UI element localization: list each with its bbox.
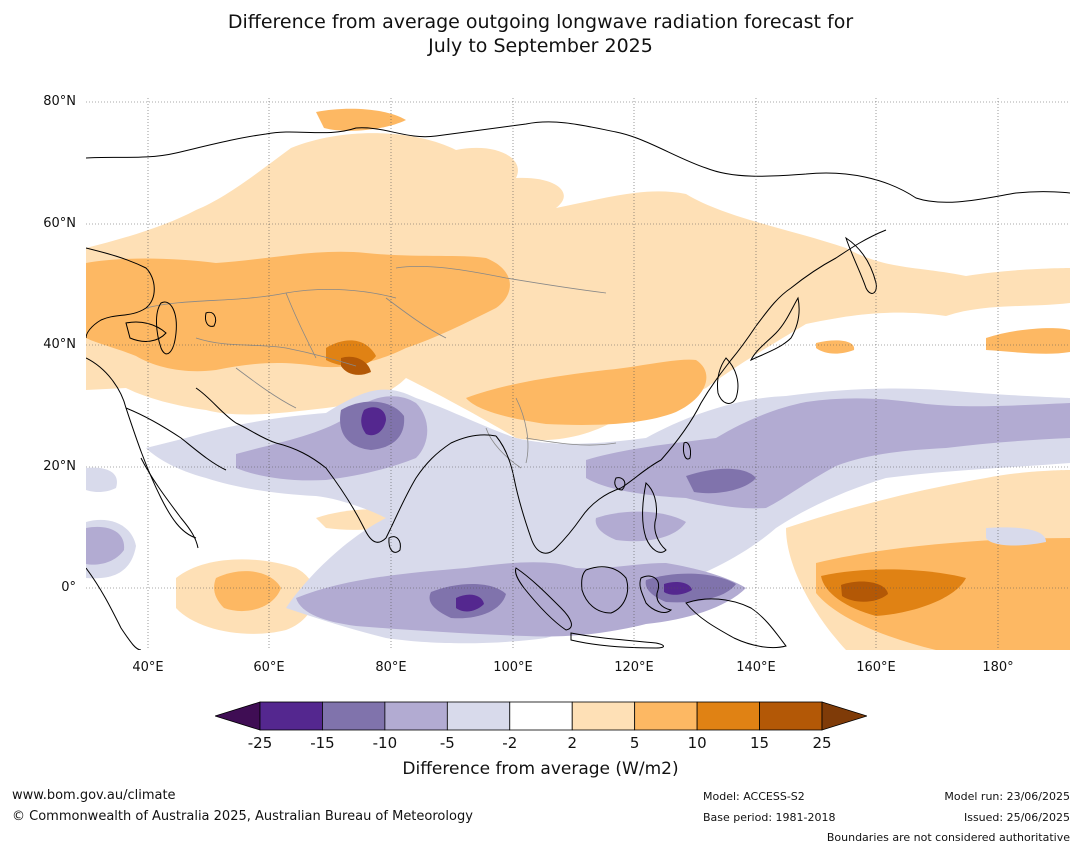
colorbar-tick-label: -2 (502, 734, 518, 752)
colorbar-segment (759, 701, 823, 731)
olr-anomaly-map (86, 98, 1070, 650)
lon-label-100e: 100°E (493, 660, 533, 675)
colorbar-tick-label: -25 (247, 734, 273, 752)
colorbar-segment (384, 701, 448, 731)
colorbar-segment (259, 701, 323, 731)
colorbar-segment (509, 701, 573, 731)
map-title: Difference from average outgoing longwav… (0, 10, 1081, 58)
country-boundaries (145, 265, 617, 469)
title-line-1: Difference from average outgoing longwav… (227, 11, 854, 33)
colorbar-segment (322, 701, 386, 731)
website-text: www.bom.gov.au/climate (12, 788, 176, 803)
base-period-text: Base period: 1981-2018 (703, 811, 836, 824)
lat-label-40n: 40°N (43, 337, 76, 352)
lon-label-180: 180° (982, 660, 1014, 675)
anomaly-10-to-15 (326, 340, 966, 616)
lat-label-80n: 80°N (43, 94, 76, 109)
disclaimer-text: Boundaries are not considered authoritat… (826, 831, 1070, 844)
colorbar-tick-label: 2 (567, 734, 577, 752)
colorbar-tick-label: -5 (439, 734, 455, 752)
lon-label-80e: 80°E (375, 660, 407, 675)
colorbar-segment (571, 701, 636, 731)
model-text: Model: ACCESS-S2 (703, 790, 805, 803)
lon-label-40e: 40°E (132, 660, 164, 675)
lon-label-60e: 60°E (253, 660, 285, 675)
anomaly-minus25-to-minus15 (361, 407, 692, 612)
model-run-text: Model run: 23/06/2025 (944, 790, 1070, 803)
colorbar-segment (634, 701, 698, 731)
colorbar-tick-label: 15 (750, 734, 770, 752)
colorbar-tick-label: 10 (687, 734, 707, 752)
graticule (86, 98, 1070, 650)
colorbar-segment (696, 701, 760, 731)
colorbar-tick-label: -10 (372, 734, 398, 752)
colorbar-extension-high (821, 701, 867, 731)
lat-label-60n: 60°N (43, 216, 76, 231)
lat-label-20n: 20°N (43, 459, 76, 474)
title-line-2: July to September 2025 (428, 35, 653, 57)
lon-label-160e: 160°E (856, 660, 896, 675)
lon-label-140e: 140°E (736, 660, 776, 675)
lon-label-120e: 120°E (614, 660, 654, 675)
colorbar-tick-label: 25 (812, 734, 832, 752)
colorbar (215, 701, 867, 731)
coastlines (86, 121, 1070, 650)
colorbar-label: Difference from average (W/m2) (402, 759, 679, 779)
colorbar-segment (446, 701, 511, 731)
copyright-text: © Commonwealth of Australia 2025, Austra… (12, 809, 473, 824)
colorbar-tick-label: 5 (629, 734, 640, 752)
colorbar-extension-low (215, 701, 261, 731)
lat-label-0: 0° (61, 580, 76, 595)
issued-text: Issued: 25/06/2025 (963, 811, 1070, 824)
colorbar-tick-label: -15 (310, 734, 335, 752)
